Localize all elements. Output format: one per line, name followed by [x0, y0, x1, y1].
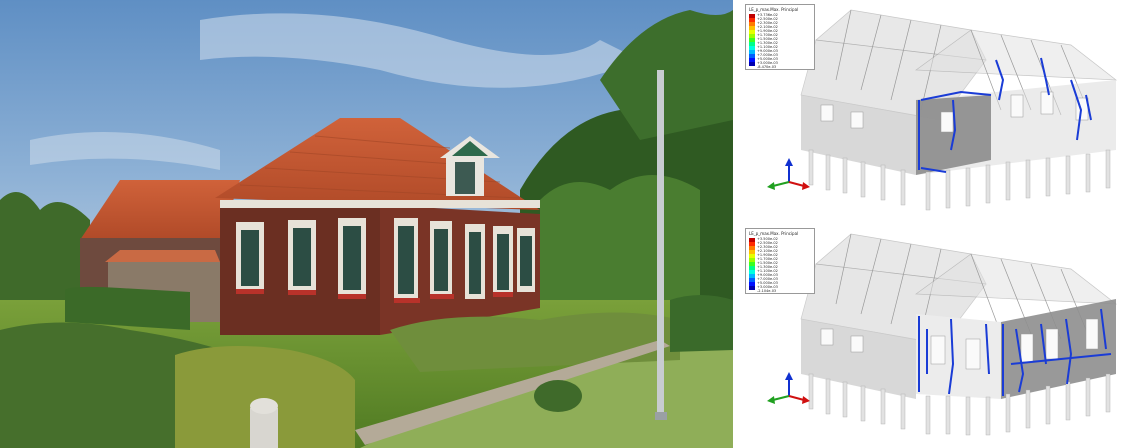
legend-value: +5.000e-03	[757, 281, 778, 285]
legend-value: +1.300e-02	[757, 41, 778, 45]
house-photo	[0, 0, 733, 448]
legend-swatch	[749, 262, 755, 266]
legend-value: +2.500e-02	[757, 17, 778, 21]
crack-pattern-top	[918, 57, 1092, 173]
legend-swatch	[749, 18, 755, 22]
fe-model-panel-bottom: LE_p_max.Max. Principal +3.500e-02 +2.50…	[741, 224, 1122, 444]
legend-swatch	[749, 266, 755, 270]
legend-value: +1.100e-02	[757, 45, 778, 49]
house-photo-drawing	[0, 0, 733, 448]
legend-swatch	[749, 250, 755, 254]
legend-value: +2.100e-02	[757, 249, 778, 253]
legend-values-top: +3.736e-02 +2.500e-02 +2.300e-02 +2.100e…	[757, 13, 778, 69]
legend-swatch	[749, 238, 755, 242]
legend-value: +1.300e-02	[757, 265, 778, 269]
legend-value: +2.300e-02	[757, 245, 778, 249]
legend-value: -8.470e-03	[757, 65, 777, 69]
legend-swatch	[749, 278, 755, 282]
legend-value: +7.000e-03	[757, 277, 778, 281]
fe-model-drawing-bottom	[767, 233, 1118, 436]
legend-swatch	[749, 62, 755, 66]
legend-swatch	[749, 50, 755, 54]
legend-swatch	[749, 246, 755, 250]
axis-triad-top	[767, 158, 810, 190]
legend-value: +3.500e-02	[757, 237, 778, 241]
legend-value: +1.900e-02	[757, 253, 778, 257]
legend-colorbar-bottom	[749, 238, 755, 290]
legend-swatch	[749, 258, 755, 262]
legend-title-bottom: LE_p_max.Max. Principal	[749, 231, 799, 236]
legend-swatch	[749, 46, 755, 50]
legend-value: +2.500e-02	[757, 241, 778, 245]
legend-swatch	[749, 14, 755, 18]
legend-value: +3.000e-03	[757, 285, 778, 289]
legend-value: +3.000e-03	[757, 61, 778, 65]
fe-model-panel-top: LE_p_max.Max. Principal +3.736e-02 +2.50…	[741, 0, 1122, 220]
contour-legend-bottom: LE_p_max.Max. Principal +3.500e-02 +2.50…	[745, 228, 815, 294]
legend-swatch	[749, 42, 755, 46]
legend-value: +1.700e-02	[757, 257, 778, 261]
legend-swatch	[749, 22, 755, 26]
legend-value: +3.736e-02	[757, 13, 778, 17]
legend-value: +1.700e-02	[757, 33, 778, 37]
legend-value: +2.100e-02	[757, 25, 778, 29]
crack-pattern-bottom	[918, 308, 1112, 396]
legend-swatch	[749, 254, 755, 258]
legend-value: +7.000e-03	[757, 53, 778, 57]
legend-swatch	[749, 282, 755, 286]
legend-swatch	[749, 270, 755, 274]
legend-value: +1.500e-02	[757, 37, 778, 41]
legend-value: +1.900e-02	[757, 29, 778, 33]
legend-swatch	[749, 286, 755, 290]
legend-swatch	[749, 58, 755, 62]
legend-swatch	[749, 30, 755, 34]
legend-swatch	[749, 34, 755, 38]
fe-model-drawing-top	[767, 9, 1118, 211]
legend-value: +2.300e-02	[757, 21, 778, 25]
legend-value: -2.104e-03	[757, 289, 777, 293]
legend-value: +9.000e-03	[757, 49, 778, 53]
legend-value: +9.000e-03	[757, 273, 778, 277]
legend-values-bottom: +3.500e-02 +2.500e-02 +2.300e-02 +2.100e…	[757, 237, 778, 293]
axis-triad-bottom	[767, 372, 810, 404]
legend-value: +5.000e-03	[757, 57, 778, 61]
legend-value: +1.500e-02	[757, 261, 778, 265]
legend-value: +1.100e-02	[757, 269, 778, 273]
legend-swatch	[749, 274, 755, 278]
legend-title-top: LE_p_max.Max. Principal	[749, 7, 799, 12]
contour-legend-top: LE_p_max.Max. Principal +3.736e-02 +2.50…	[745, 4, 815, 70]
legend-swatch	[749, 26, 755, 30]
legend-swatch	[749, 242, 755, 246]
legend-swatch	[749, 38, 755, 42]
legend-swatch	[749, 54, 755, 58]
legend-colorbar-top	[749, 14, 755, 66]
